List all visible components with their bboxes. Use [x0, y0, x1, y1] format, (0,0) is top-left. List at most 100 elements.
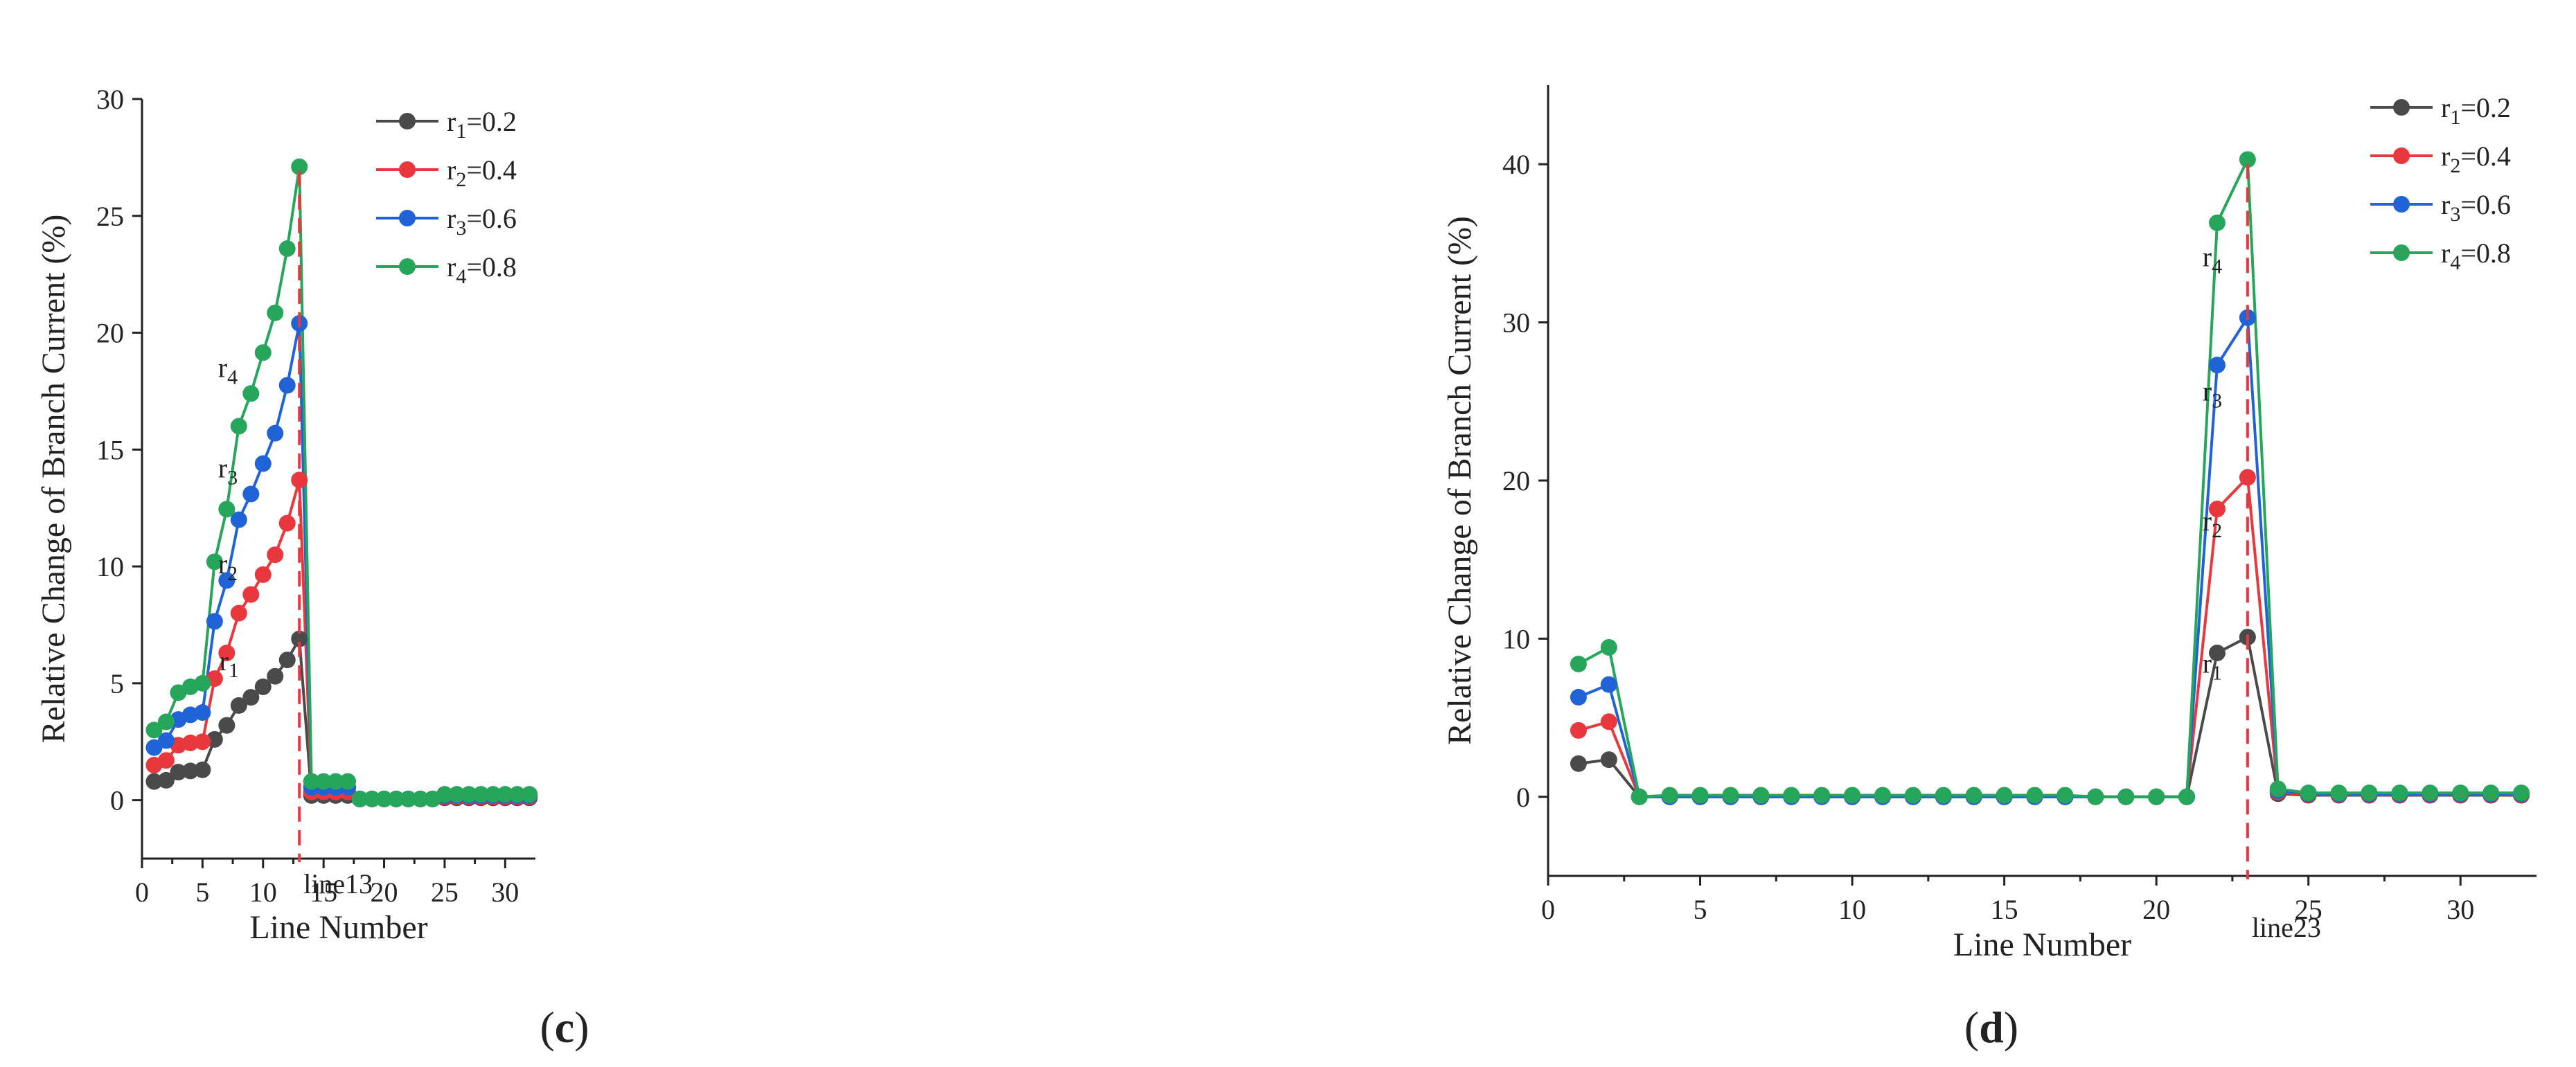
data-point-r2 — [1600, 713, 1617, 730]
data-point-r4 — [1600, 638, 1617, 656]
data-point-r1 — [254, 678, 272, 695]
data-point-r4 — [2269, 780, 2286, 798]
legend-label-symbol: r — [2441, 189, 2450, 220]
series-annotation: r4 — [218, 352, 238, 388]
data-point-r4 — [1813, 787, 1831, 804]
series-annotation-subscript: 2 — [2212, 519, 2222, 542]
data-point-r4 — [267, 304, 284, 321]
x-tick-label: 30 — [2446, 894, 2474, 925]
data-point-r4 — [1844, 787, 1861, 804]
legend-item-r2: r2=0.4 — [2370, 141, 2511, 177]
data-point-r3 — [1570, 688, 1587, 706]
data-point-r4 — [2239, 151, 2256, 168]
data-point-r4 — [1783, 787, 1800, 804]
data-point-r4 — [448, 786, 465, 803]
data-point-r4 — [2300, 784, 2317, 802]
data-point-r4 — [230, 418, 247, 435]
data-point-r3 — [157, 732, 175, 749]
legend-label-symbol: r — [447, 154, 456, 186]
legend-label: r3=0.6 — [447, 203, 517, 240]
y-tick-label: 15 — [96, 434, 124, 465]
chart-panel-c: 0 5 10 15 20 25 30 0 5 10 15 20 25 30 Line Number Relat… — [35, 84, 589, 1052]
series-line-4 — [1577, 159, 2522, 798]
data-point-r2 — [218, 644, 236, 661]
data-point-r4 — [254, 344, 272, 361]
data-point-r4 — [2117, 788, 2135, 805]
series-line-3 — [1578, 313, 2522, 798]
data-point-r4 — [242, 385, 260, 402]
legend-label: r3=0.6 — [2441, 189, 2511, 226]
data-point-r4 — [1661, 787, 1678, 804]
x-tick-label: 20 — [371, 877, 398, 908]
legend-label-subscript: 3 — [2450, 203, 2460, 226]
data-point-r4 — [2208, 214, 2226, 231]
series-annotation-subscript: 1 — [229, 659, 239, 682]
data-point-r4 — [436, 786, 453, 803]
data-point-r4 — [1935, 787, 1952, 804]
data-point-r4 — [460, 786, 477, 803]
legend-label-symbol: r — [2441, 92, 2450, 123]
panel-label-open: ( — [1964, 1003, 1979, 1052]
data-point-r4 — [521, 786, 538, 803]
data-point-r3 — [254, 455, 272, 472]
x-tick-label: 10 — [1838, 894, 1866, 925]
series-annotation: r1 — [220, 645, 239, 682]
data-point-r4 — [472, 786, 490, 803]
data-point-r4 — [1874, 787, 1891, 804]
legend-label-subscript: 2 — [2450, 154, 2460, 177]
series-annotation-symbol: r — [218, 548, 227, 580]
data-point-r4 — [351, 790, 368, 807]
legend-label-subscript: 4 — [2450, 251, 2460, 274]
legend-marker — [2393, 147, 2410, 164]
data-point-r4 — [194, 674, 211, 692]
series-annotation-subscript: 3 — [2212, 390, 2222, 413]
y-tick-label: 10 — [1502, 623, 1530, 654]
series-annotation-symbol: r — [218, 352, 227, 383]
legend-label-symbol: r — [447, 203, 456, 234]
legend-label-symbol: r — [2441, 237, 2450, 269]
panel-label-open: ( — [540, 1003, 554, 1052]
legend-item-r1: r1=0.2 — [2370, 92, 2511, 129]
legend-label-subscript: 1 — [2450, 106, 2460, 129]
legend-label: r4=0.8 — [2441, 237, 2511, 274]
data-point-r1 — [170, 764, 187, 781]
series-annotation-subscript: 1 — [2212, 661, 2222, 684]
legend-marker — [399, 161, 416, 178]
data-point-r4 — [339, 773, 357, 790]
series-annotation-subscript: 3 — [227, 466, 238, 489]
data-point-r2 — [1570, 721, 1587, 739]
x-tick-label: 5 — [1694, 894, 1707, 925]
legend-label-value: =0.6 — [2460, 189, 2511, 220]
y-tick-label: 20 — [96, 318, 124, 349]
data-point-r4 — [1752, 787, 1770, 804]
legend-item-r3: r3=0.6 — [2370, 189, 2511, 226]
legend-item-r4: r4=0.8 — [376, 251, 517, 288]
data-point-r4 — [2361, 784, 2378, 802]
data-point-r1 — [291, 630, 308, 647]
legend-item-r3: r3=0.6 — [376, 203, 517, 240]
data-point-r2 — [254, 566, 272, 583]
vline-label: line13 — [303, 868, 373, 899]
legend-marker — [2393, 196, 2410, 213]
data-point-r3 — [230, 511, 247, 528]
data-point-r1 — [1600, 751, 1617, 769]
series-annotation-subscript: 2 — [227, 562, 238, 585]
y-tick-label: 20 — [1502, 465, 1530, 496]
data-point-r4 — [400, 790, 417, 807]
data-point-r4 — [1631, 788, 1648, 805]
y-axis-label: Relative Change of Branch Current (%) — [35, 215, 72, 744]
panel-label: (c) — [540, 1003, 589, 1052]
data-point-r1 — [218, 717, 236, 734]
series-annotation: r3 — [218, 452, 238, 489]
data-point-r4 — [1691, 787, 1709, 804]
data-point-r4 — [157, 713, 175, 730]
legend-label: r1=0.2 — [2441, 92, 2511, 129]
panel-label-close: ) — [574, 1003, 589, 1052]
series-annotation-symbol: r — [2203, 647, 2212, 679]
y-tick-label: 0 — [1516, 782, 1530, 813]
legend-label-value: =0.4 — [466, 154, 517, 186]
data-point-r3 — [278, 377, 296, 394]
legend-label: r2=0.4 — [2441, 141, 2511, 177]
data-point-r4 — [2057, 787, 2074, 804]
